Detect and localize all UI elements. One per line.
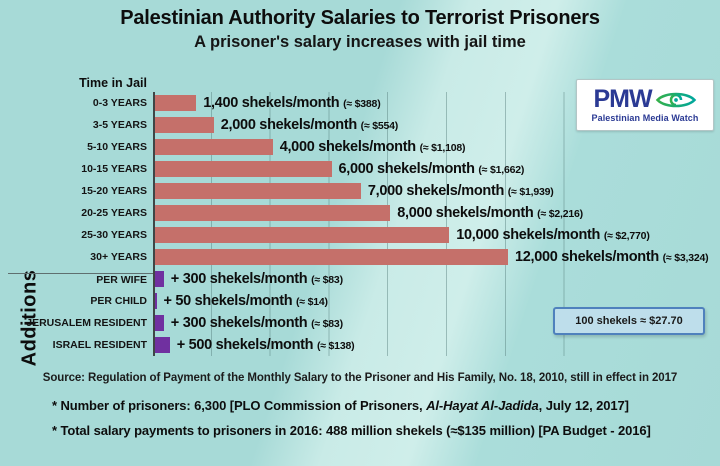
- bar: [155, 205, 391, 221]
- bar: [155, 139, 273, 155]
- bar-value-label: 2,000 shekels/month (≈ $554): [220, 117, 399, 133]
- page-title: Palestinian Authority Salaries to Terror…: [120, 7, 600, 29]
- pmw-logo-name: Palestinian Media Watch: [591, 113, 699, 123]
- category-label: PER CHILD: [90, 295, 147, 307]
- table-row: 25-30 YEARS 10,000 shekels/month (≈ $2,77…: [8, 224, 712, 246]
- bar-zone: 2,000 shekels/month (≈ $554): [153, 114, 712, 136]
- bar-zone: + 300 shekels/month (≈ $83): [153, 312, 712, 334]
- category-label: 15-20 YEARS: [81, 185, 147, 197]
- table-row: 5-10 YEARS 4,000 shekels/month (≈ $1,108): [8, 136, 712, 158]
- bar: [155, 249, 508, 265]
- bar: [155, 117, 214, 133]
- bar: [155, 161, 332, 177]
- bar-zone: 10,000 shekels/month (≈ $2,770): [153, 224, 712, 246]
- footnote: * Total salary payments to prisoners in …: [52, 423, 651, 438]
- bar-value-label: + 300 shekels/month (≈ $83): [170, 271, 343, 287]
- gridlines: [153, 92, 565, 356]
- bar: [155, 95, 197, 111]
- bar-value-label: 10,000 shekels/month (≈ $2,770): [456, 227, 650, 243]
- table-row: PER WIFE + 300 shekels/month (≈ $83): [8, 268, 712, 290]
- bar-value-label: + 300 shekels/month (≈ $83): [170, 315, 343, 331]
- bar-value-label: 7,000 shekels/month (≈ $1,939): [367, 183, 554, 199]
- bar-zone: 12,000 shekels/month (≈ $3,324): [153, 246, 712, 268]
- bar-value-label: 4,000 shekels/month (≈ $1,108): [279, 139, 466, 155]
- bar-zone: + 50 shekels/month (≈ $14): [153, 290, 712, 312]
- page-subtitle: A prisoner's salary increases with jail …: [194, 33, 526, 51]
- table-row: 20-25 YEARS 8,000 shekels/month (≈ $2,216…: [8, 202, 712, 224]
- bar-value-label: + 50 shekels/month (≈ $14): [163, 293, 329, 309]
- table-row: 30+ YEARS 12,000 shekels/month (≈ $3,324): [8, 246, 712, 268]
- bar: [155, 183, 361, 199]
- axis-group-label-time: Time in Jail: [79, 76, 147, 90]
- bar: [155, 293, 157, 309]
- category-label: JERUSALEM RESIDENT: [26, 317, 147, 329]
- table-row: 15-20 YEARS 7,000 shekels/month (≈ $1,939…: [8, 180, 712, 202]
- pmw-acronym: PMW: [593, 85, 652, 113]
- bar-zone: 7,000 shekels/month (≈ $1,939): [153, 180, 712, 202]
- bar: [155, 227, 450, 243]
- exchange-rate-note: 100 shekels ≈ $27.70: [553, 307, 705, 335]
- table-row: 10-15 YEARS 6,000 shekels/month (≈ $1,662…: [8, 158, 712, 180]
- category-label: 0-3 YEARS: [92, 97, 147, 109]
- bar-value-label: 1,400 shekels/month (≈ $388): [203, 95, 381, 111]
- bar-rows: 0-3 YEARS 1,400 shekels/month (≈ $388) 3-5…: [8, 92, 712, 356]
- bar-value-label: 8,000 shekels/month (≈ $2,216): [397, 205, 583, 221]
- bar-zone: + 500 shekels/month (≈ $138): [153, 334, 712, 356]
- bar-zone: 1,400 shekels/month (≈ $388): [153, 92, 712, 114]
- table-row: PER CHILD + 50 shekels/month (≈ $14): [8, 290, 712, 312]
- category-label: PER WIFE: [8, 272, 153, 286]
- footnotes: * Number of prisoners: 6,300 [PLO Commis…: [52, 398, 712, 448]
- bar-value-label: 6,000 shekels/month (≈ $1,662): [338, 161, 525, 177]
- table-row: JERUSALEM RESIDENT + 300 shekels/month (≈…: [8, 312, 712, 334]
- category-label: 25-30 YEARS: [81, 229, 147, 241]
- category-label: 10-15 YEARS: [81, 163, 147, 175]
- pmw-logo-top: PMW: [593, 87, 696, 112]
- bar-zone: 4,000 shekels/month (≈ $1,108): [153, 136, 712, 158]
- bar-chart: 0-3 YEARS 1,400 shekels/month (≈ $388) 3-5…: [8, 92, 712, 356]
- bar-value-label: 12,000 shekels/month (≈ $3,324): [515, 249, 709, 265]
- category-label: 20-25 YEARS: [81, 207, 147, 219]
- pmw-logo: PMW Palestinian Media Watch: [576, 79, 714, 131]
- category-label: ISRAEL RESIDENT: [52, 339, 147, 351]
- footnote: * Number of prisoners: 6,300 [PLO Commis…: [52, 398, 629, 413]
- table-row: 0-3 YEARS 1,400 shekels/month (≈ $388): [8, 92, 712, 114]
- category-label: 3-5 YEARS: [92, 119, 147, 131]
- bar: [155, 337, 170, 353]
- bar-value-label: + 500 shekels/month (≈ $138): [176, 337, 355, 353]
- bar-zone: 6,000 shekels/month (≈ $1,662): [153, 158, 712, 180]
- table-row: 3-5 YEARS 2,000 shekels/month (≈ $554): [8, 114, 712, 136]
- table-row: ISRAEL RESIDENT + 500 shekels/month (≈ $1…: [8, 334, 712, 356]
- bar: [155, 271, 164, 287]
- bar-zone: + 300 shekels/month (≈ $83): [153, 268, 712, 290]
- bar: [155, 315, 164, 331]
- category-label: 30+ YEARS: [90, 251, 147, 263]
- source-line: Source: Regulation of Payment of the Mon…: [42, 372, 678, 384]
- category-label: 5-10 YEARS: [87, 141, 147, 153]
- eye-swirl-icon: [655, 92, 696, 107]
- bar-zone: 8,000 shekels/month (≈ $2,216): [153, 202, 712, 224]
